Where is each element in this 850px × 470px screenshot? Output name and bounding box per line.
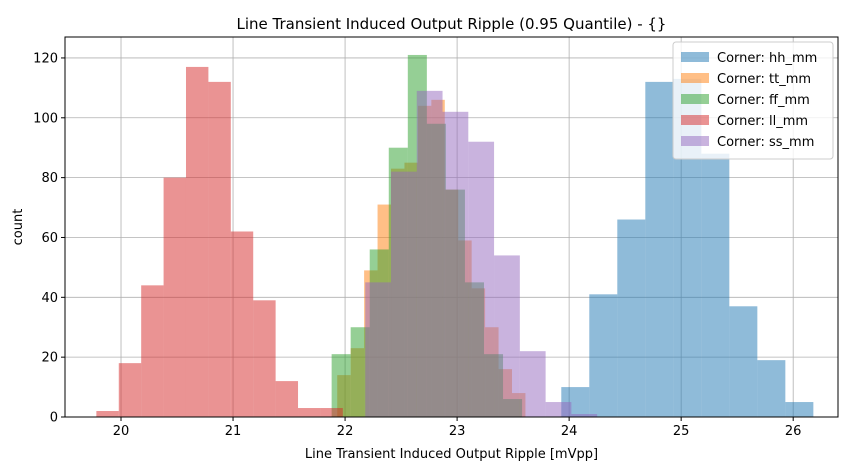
histogram-bar — [571, 414, 598, 417]
legend-label: Corner: ll_mm — [717, 114, 808, 129]
y-tick-label: 60 — [41, 231, 58, 246]
histogram-bar — [442, 111, 469, 417]
series-corner-ss-mm — [365, 90, 598, 417]
legend-swatch — [681, 115, 709, 125]
series-corner-ll-mm — [96, 66, 343, 417]
histogram-bar — [391, 171, 417, 417]
legend-label: Corner: hh_mm — [717, 51, 817, 66]
x-axis-title: Line Transient Induced Output Ripple [mV… — [305, 447, 598, 462]
y-tick-label: 100 — [33, 111, 58, 126]
histogram-bar — [416, 90, 443, 417]
x-tick-label: 25 — [673, 424, 690, 439]
histogram-bar — [185, 66, 209, 417]
legend-label: Corner: ss_mm — [717, 135, 814, 150]
histogram-bar — [519, 351, 546, 417]
histogram-bar — [275, 381, 299, 417]
legend-swatch — [681, 52, 709, 62]
chart-title: Line Transient Induced Output Ripple (0.… — [237, 15, 667, 33]
legend: Corner: hh_mm Corner: tt_mm Corner: ff_mm C… — [672, 41, 834, 160]
ticks: 20 21 22 23 24 25 26 0 20 40 60 80 100 120 — [33, 51, 801, 439]
histogram-bar — [645, 81, 674, 417]
histogram-bar — [701, 153, 730, 417]
histogram-bar — [545, 402, 572, 417]
y-tick-label: 0 — [50, 411, 58, 426]
histogram-bar — [494, 255, 520, 417]
legend-label: Corner: ff_mm — [717, 93, 810, 108]
histogram-bar — [208, 81, 231, 417]
histogram-bar — [331, 354, 351, 417]
x-tick-label: 22 — [337, 424, 354, 439]
histogram-bar — [230, 231, 254, 417]
legend-swatch — [681, 94, 709, 104]
legend-swatch — [681, 136, 709, 146]
y-tick-label: 40 — [41, 291, 58, 306]
histogram-bar — [785, 402, 814, 417]
x-tick-label: 26 — [785, 424, 802, 439]
y-tick-label: 120 — [33, 51, 58, 66]
histogram-bar — [350, 327, 370, 417]
histogram-bar — [320, 408, 343, 417]
y-tick-label: 80 — [41, 171, 58, 186]
legend-box — [672, 41, 834, 160]
y-axis-title: count — [11, 209, 26, 246]
x-tick-label: 23 — [449, 424, 466, 439]
plot-frame — [64, 36, 839, 418]
bars — [96, 54, 814, 417]
y-tick-label: 20 — [41, 351, 58, 366]
legend-swatch — [681, 73, 709, 83]
histogram-bar — [163, 177, 186, 417]
histogram-bar — [617, 219, 646, 417]
x-tick-label: 24 — [561, 424, 578, 439]
histogram-bar — [141, 285, 164, 417]
histogram-bar — [468, 141, 495, 417]
legend-label: Corner: tt_mm — [717, 72, 811, 87]
histogram-bar — [729, 306, 758, 417]
histogram-bar — [757, 360, 786, 417]
x-tick-label: 20 — [113, 424, 130, 439]
histogram-bar — [365, 282, 392, 417]
histogram-bar — [298, 408, 321, 417]
x-tick-label: 21 — [225, 424, 242, 439]
histogram-bar — [253, 300, 276, 417]
histogram-bar — [118, 363, 142, 417]
histogram-bar — [589, 294, 618, 417]
histogram-bar — [96, 411, 119, 417]
